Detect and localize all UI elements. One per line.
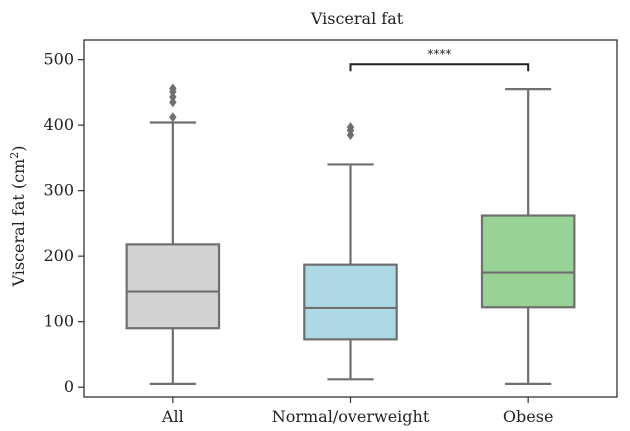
y-tick-label: 400: [43, 115, 74, 134]
y-tick-label: 0: [64, 377, 74, 396]
box: [480, 214, 576, 309]
outlier-point: [169, 91, 177, 102]
outlier-point: [346, 122, 355, 133]
y-tick-label: 500: [43, 50, 74, 69]
box: [303, 263, 398, 341]
plot-area: 0 100 200 300 400 500 All Normal/overweight Obes…: [43, 39, 618, 426]
y-tick-label: 300: [43, 181, 74, 200]
y-axis-label-close: ): [9, 145, 28, 151]
chart-title: Visceral fat: [310, 9, 404, 28]
y-tick-label: 200: [43, 246, 74, 265]
y-tick-label: 100: [43, 312, 74, 331]
box: [125, 243, 221, 330]
significance-bracket: [349, 63, 530, 72]
y-axis-label: Visceral fat (cm2): [8, 145, 28, 287]
outlier-point: [169, 97, 177, 108]
outlier-point: [169, 83, 177, 94]
x-tick-label: All: [161, 407, 184, 426]
y-axis-label-sup: 2: [8, 152, 21, 159]
outlier-point: [169, 112, 177, 123]
x-tick-label: Normal/overweight: [272, 407, 430, 426]
y-axis-label-main: Visceral fat (cm: [9, 159, 28, 288]
significance-label: ****: [427, 47, 451, 61]
x-tick-label: Obese: [503, 407, 554, 426]
